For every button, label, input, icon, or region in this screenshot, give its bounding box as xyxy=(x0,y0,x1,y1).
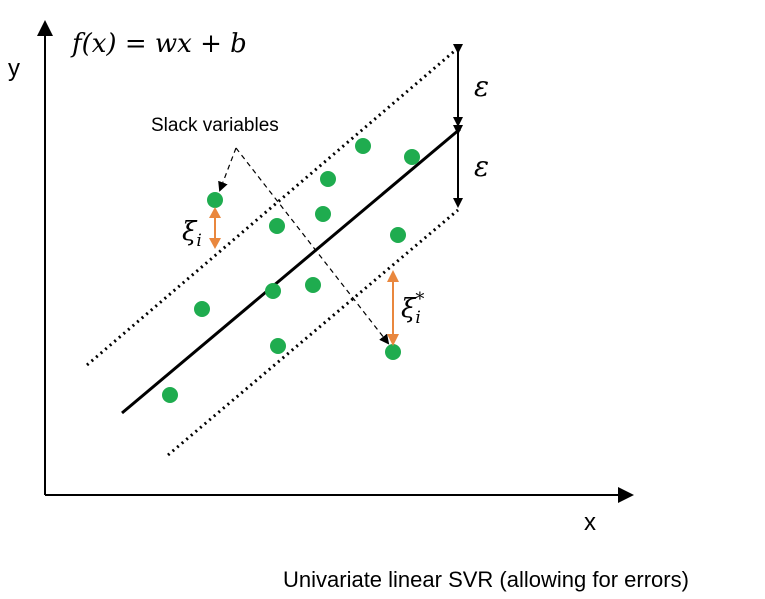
slack-pointer-right xyxy=(235,147,390,345)
xi-star-label: ξ* i xyxy=(401,289,424,328)
epsilon-label-upper: ε xyxy=(474,70,489,103)
xi-base: ξ xyxy=(182,217,198,247)
data-points xyxy=(162,138,420,403)
data-point-4 xyxy=(270,338,286,354)
data-point-2 xyxy=(194,301,210,317)
xi-star-subscript: i xyxy=(415,308,420,328)
data-point-10 xyxy=(355,138,371,154)
data-point-12 xyxy=(390,227,406,243)
data-point-6 xyxy=(269,218,285,234)
data-point-7 xyxy=(305,277,321,293)
data-point-8 xyxy=(315,206,331,222)
data-point-3 xyxy=(207,192,223,208)
slack-variables-label: Slack variables xyxy=(151,115,279,136)
xi-subscript: i xyxy=(196,231,201,251)
epsilon-label-lower: ε xyxy=(474,150,489,183)
data-point-11 xyxy=(404,149,420,165)
lower-margin-line xyxy=(167,208,459,457)
x-axis-label: x xyxy=(584,509,596,536)
xi-label: ξi xyxy=(182,217,202,251)
xi-star-superscript: * xyxy=(415,289,424,310)
regression-formula: f(x) = wx + b xyxy=(70,29,247,59)
regression-line xyxy=(121,127,461,415)
xi-star-arrow xyxy=(387,270,399,346)
diagram-caption: Univariate linear SVR (allowing for erro… xyxy=(283,567,689,592)
data-point-9 xyxy=(320,171,336,187)
data-point-13 xyxy=(385,344,401,360)
slack-pointer-left xyxy=(218,147,237,192)
y-axis-label: y xyxy=(8,55,20,82)
xi-star-base: ξ xyxy=(401,294,417,324)
data-point-5 xyxy=(265,283,281,299)
data-point-1 xyxy=(162,387,178,403)
xi-arrow xyxy=(209,207,221,249)
